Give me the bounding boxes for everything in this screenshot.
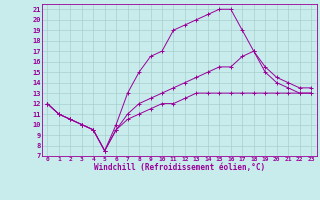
X-axis label: Windchill (Refroidissement éolien,°C): Windchill (Refroidissement éolien,°C) [94,163,265,172]
